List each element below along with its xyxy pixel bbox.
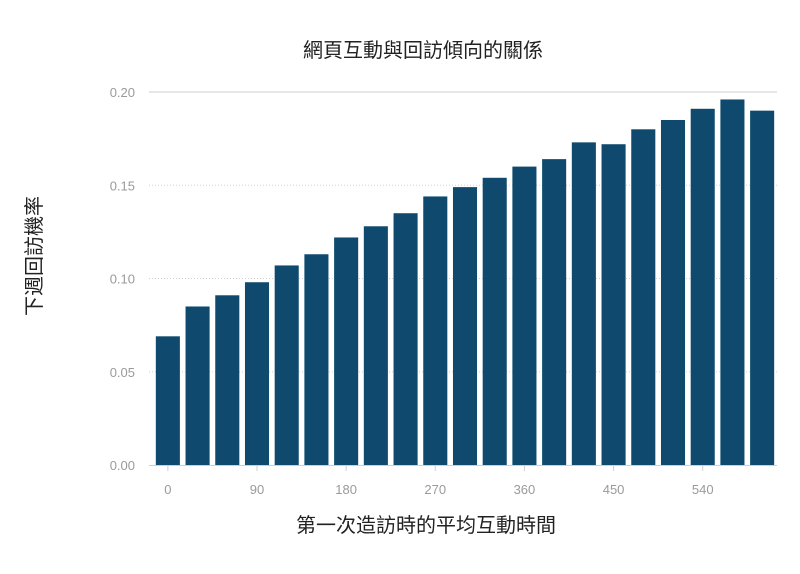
bar: [363, 226, 388, 465]
x-tick-label: 450: [603, 482, 625, 497]
y-tick-label: 0.05: [110, 365, 135, 380]
bar: [750, 110, 775, 466]
bar: [660, 119, 686, 465]
bar: [423, 196, 448, 465]
x-tick-label: 90: [250, 482, 264, 497]
bar: [452, 187, 478, 465]
axes: [149, 91, 777, 471]
bar: [571, 142, 596, 466]
chart-title: 網頁互動與回訪傾向的關係: [303, 38, 543, 62]
y-tick-labels: 0.00 0.05 0.10 0.15 0.20: [110, 85, 135, 473]
x-tick-label: 180: [335, 482, 357, 497]
x-tick-label: 540: [692, 482, 714, 497]
bar: [482, 177, 507, 466]
bar: [631, 129, 656, 466]
bar: [690, 108, 715, 465]
y-tick-label: 0.00: [110, 458, 135, 473]
bar: [155, 336, 180, 465]
bar: [393, 213, 418, 465]
x-tick-label: 0: [164, 482, 171, 497]
bar: [542, 159, 567, 465]
x-axis-title: 第一次造訪時的平均互動時間: [296, 513, 556, 537]
bar: [601, 144, 626, 465]
bars: [155, 99, 775, 466]
bar: [334, 237, 359, 465]
bar: [185, 306, 210, 465]
y-axis-title: 下週回訪機率: [22, 196, 46, 316]
x-tick-label: 360: [514, 482, 536, 497]
bar: [720, 99, 745, 466]
y-tick-label: 0.20: [110, 85, 135, 100]
x-tick-labels: 0 90 180 270 360 450 540: [164, 482, 713, 497]
bar: [512, 166, 537, 465]
y-tick-label: 0.15: [110, 178, 135, 193]
bar: [274, 265, 299, 465]
bar: [215, 295, 240, 465]
bar: [244, 282, 270, 465]
bar: [304, 254, 329, 465]
y-tick-label: 0.10: [110, 272, 135, 287]
x-tick-label: 270: [424, 482, 446, 497]
